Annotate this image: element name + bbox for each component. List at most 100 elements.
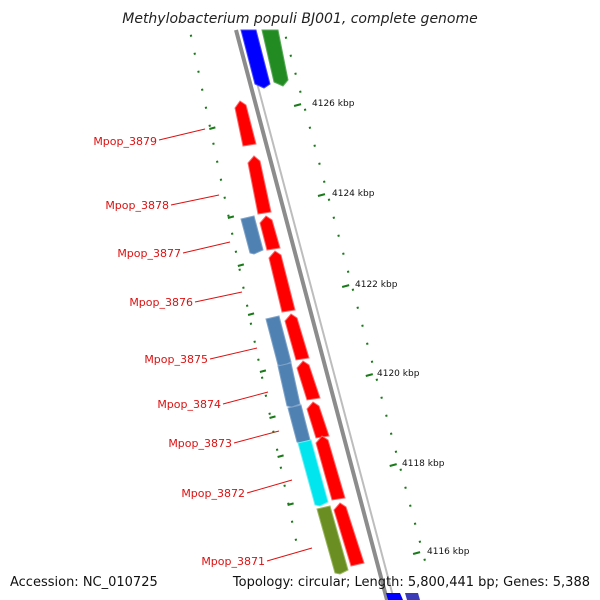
bottom-blue-feature[interactable] xyxy=(386,593,403,600)
inner-scale-tick xyxy=(215,160,219,163)
outer-scale-tick xyxy=(313,144,316,147)
bottom-indigo-feature[interactable] xyxy=(405,593,420,600)
leader-mpop-3878 xyxy=(170,194,220,206)
inner-scale-tick-major xyxy=(247,312,255,316)
outer-scale-tick xyxy=(342,252,345,255)
inner-scale-tick xyxy=(189,34,193,37)
label-mpop-3875[interactable]: Mpop_3875 xyxy=(144,353,208,366)
inner-scale-tick-major xyxy=(237,263,245,267)
feature-cyan[interactable] xyxy=(297,439,329,507)
outer-scale-tick xyxy=(413,522,417,525)
topology-summary: Topology: circular; Length: 5,800,441 bp… xyxy=(232,575,590,590)
feature-steelblue-1[interactable] xyxy=(240,215,264,255)
feature-steelblue-3[interactable] xyxy=(277,362,301,408)
inner-scale-tick-major xyxy=(287,502,294,506)
outer-scale-tick xyxy=(351,288,355,291)
outer-scale-tick xyxy=(318,162,321,165)
outer-scale-tick xyxy=(404,486,407,489)
scale-labels: 4126 kbp 4124 kbp 4122 kbp 4120 kbp 4118… xyxy=(312,99,470,557)
top-green-feature[interactable] xyxy=(261,29,289,87)
label-mpop-3872[interactable]: Mpop_3872 xyxy=(181,487,245,500)
top-blue-feature[interactable] xyxy=(240,29,271,89)
outer-scale-tick xyxy=(303,108,307,111)
outer-scale-tick xyxy=(361,324,364,327)
inner-scale-tick xyxy=(200,88,204,91)
outer-scale-tick-major xyxy=(412,551,421,555)
feature-steelblue-4[interactable] xyxy=(287,404,311,444)
gene-mpop-3875[interactable] xyxy=(284,313,310,361)
outer-scale-tick xyxy=(389,432,393,435)
inner-scale-tick xyxy=(242,286,245,289)
inner-scale-tick xyxy=(290,520,294,523)
outer-scale-tick xyxy=(308,126,312,129)
outer-scale-tick xyxy=(385,414,388,417)
inner-scale-tick xyxy=(208,124,211,127)
outer-scale-tick xyxy=(332,216,336,219)
outer-scale-tick xyxy=(294,72,297,75)
gene-labels: Mpop_3879 Mpop_3878 Mpop_3877 Mpop_3876 … xyxy=(93,128,313,568)
label-mpop-3873[interactable]: Mpop_3873 xyxy=(168,437,232,450)
gene-mpop-3873[interactable] xyxy=(306,401,330,439)
inner-scale-tick xyxy=(227,214,230,217)
accession-text: Accession: NC_010725 xyxy=(10,575,158,590)
gene-mpop-3871[interactable] xyxy=(333,502,365,567)
inner-scale-tick-major xyxy=(259,369,267,373)
label-mpop-3877[interactable]: Mpop_3877 xyxy=(117,247,181,260)
outer-scale-tick-major xyxy=(389,463,397,467)
outer-scale-tick xyxy=(289,54,293,57)
inner-scale-tick xyxy=(264,394,268,397)
inner-scale-tick xyxy=(257,358,260,361)
inner-scale-tick xyxy=(272,430,275,433)
label-mpop-3874[interactable]: Mpop_3874 xyxy=(157,398,221,411)
feature-olive[interactable] xyxy=(316,505,349,575)
gene-mpop-3877[interactable] xyxy=(259,215,281,251)
outer-scale-tick-major xyxy=(293,103,302,107)
leader-mpop-3877 xyxy=(182,241,231,254)
outer-scale-tick-major xyxy=(317,193,326,197)
inner-scale-tick xyxy=(245,304,249,307)
gene-mpop-3876[interactable] xyxy=(268,250,296,313)
inner-scale-tick xyxy=(219,178,223,181)
inner-scale-tick xyxy=(197,70,200,73)
outer-scale-tick xyxy=(322,180,326,183)
label-mpop-3879[interactable]: Mpop_3879 xyxy=(93,135,157,148)
inner-scale-tick xyxy=(238,268,241,271)
scale-ticks xyxy=(189,34,426,561)
label-mpop-3876[interactable]: Mpop_3876 xyxy=(129,296,193,309)
gene-mpop-3872[interactable] xyxy=(315,435,346,501)
outer-scale-tick xyxy=(394,450,398,453)
outer-scale-tick xyxy=(418,540,422,543)
leader-mpop-3873 xyxy=(233,430,280,444)
outer-scale-tick-major xyxy=(341,284,350,288)
genome-backbone-inner xyxy=(242,29,395,600)
leader-mpop-3874 xyxy=(222,391,269,405)
scale-label-4124: 4124 kbp xyxy=(332,189,375,199)
inner-scale-tick xyxy=(287,502,290,505)
inner-scale-tick xyxy=(279,466,283,469)
outer-scale-tick xyxy=(327,198,331,201)
inner-scale-tick-major xyxy=(209,126,216,130)
gene-mpop-3874[interactable] xyxy=(296,360,321,401)
inner-scale-tick xyxy=(230,232,234,235)
inner-scale-tick xyxy=(253,340,256,343)
label-mpop-3878[interactable]: Mpop_3878 xyxy=(105,199,169,212)
label-mpop-3871[interactable]: Mpop_3871 xyxy=(201,555,265,568)
inner-scale-tick xyxy=(294,538,298,541)
inner-scale-tick xyxy=(212,142,215,145)
gene-mpop-3878[interactable] xyxy=(247,155,272,215)
scale-label-4120: 4120 kbp xyxy=(377,369,420,379)
outer-scale-tick xyxy=(380,396,383,399)
inner-scale-tick xyxy=(223,196,226,199)
inner-scale-tick-major xyxy=(277,454,284,458)
gene-mpop-3879[interactable] xyxy=(234,100,257,147)
scale-label-4126: 4126 kbp xyxy=(312,99,355,109)
inner-scale-tick xyxy=(260,376,264,379)
scale-label-4118: 4118 kbp xyxy=(402,459,445,469)
outer-scale-tick xyxy=(399,468,403,471)
outer-scale-tick xyxy=(337,234,340,237)
leader-mpop-3872 xyxy=(246,479,293,494)
inner-scale-tick-major xyxy=(227,215,235,219)
inner-scale-tick xyxy=(275,448,279,451)
